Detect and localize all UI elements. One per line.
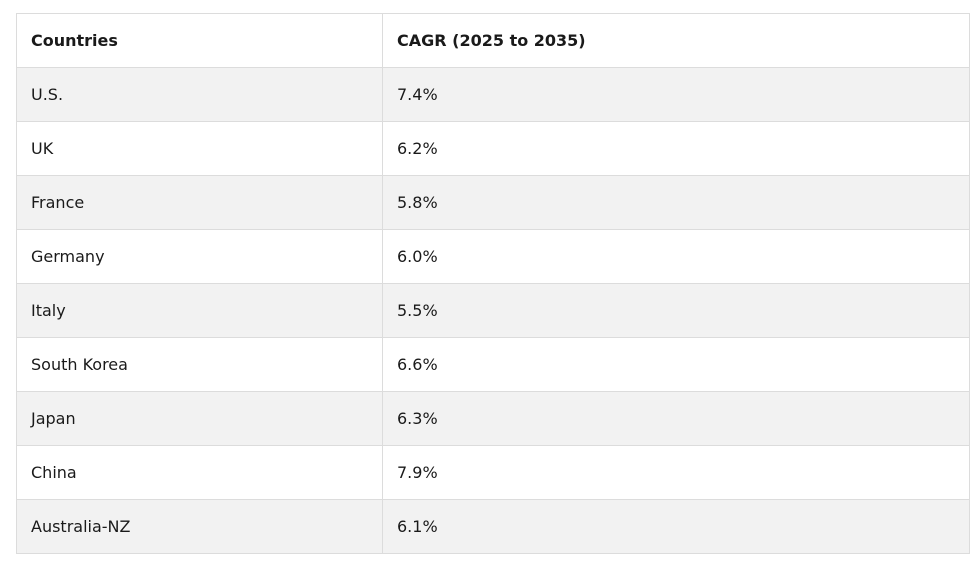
cagr-cell: 5.5% xyxy=(382,283,970,338)
country-cell: Italy xyxy=(16,283,383,338)
cagr-cell: 7.9% xyxy=(382,445,970,500)
table-row: Australia-NZ 6.1% xyxy=(16,499,970,554)
header-cagr: CAGR (2025 to 2035) xyxy=(382,13,970,68)
cagr-cell: 7.4% xyxy=(382,67,970,122)
table-row: China 7.9% xyxy=(16,445,970,500)
country-cell: Australia-NZ xyxy=(16,499,383,554)
cagr-cell: 6.0% xyxy=(382,229,970,284)
country-cell: Japan xyxy=(16,391,383,446)
cagr-table-container: Countries CAGR (2025 to 2035) U.S. 7.4% … xyxy=(16,13,970,554)
cagr-cell: 6.6% xyxy=(382,337,970,392)
cagr-cell: 5.8% xyxy=(382,175,970,230)
country-cell: China xyxy=(16,445,383,500)
country-cell: France xyxy=(16,175,383,230)
country-cell: U.S. xyxy=(16,67,383,122)
country-cell: UK xyxy=(16,121,383,176)
table-row: Japan 6.3% xyxy=(16,391,970,446)
table-row: Italy 5.5% xyxy=(16,283,970,338)
cagr-cell: 6.3% xyxy=(382,391,970,446)
table-row: UK 6.2% xyxy=(16,121,970,176)
country-cell: South Korea xyxy=(16,337,383,392)
cagr-cell: 6.1% xyxy=(382,499,970,554)
table-row: South Korea 6.6% xyxy=(16,337,970,392)
table-row: France 5.8% xyxy=(16,175,970,230)
table-row: Germany 6.0% xyxy=(16,229,970,284)
table-header-row: Countries CAGR (2025 to 2035) xyxy=(16,13,970,68)
table-row: U.S. 7.4% xyxy=(16,67,970,122)
cagr-table: Countries CAGR (2025 to 2035) U.S. 7.4% … xyxy=(16,13,970,554)
cagr-cell: 6.2% xyxy=(382,121,970,176)
header-countries: Countries xyxy=(16,13,383,68)
country-cell: Germany xyxy=(16,229,383,284)
